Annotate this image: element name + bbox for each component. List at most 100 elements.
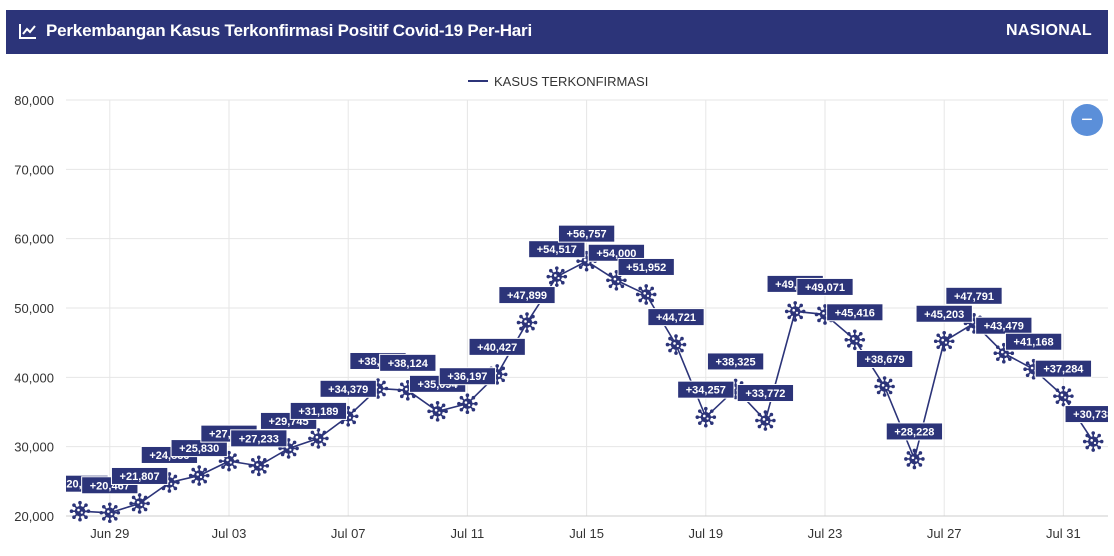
data-label: +41,168	[1004, 332, 1063, 351]
x-tick-label: Jul 23	[808, 526, 843, 541]
data-label: +49,071	[796, 277, 854, 296]
svg-text:+21,807: +21,807	[120, 471, 160, 483]
series-group: +20,694+20,467+21,807+24,836+25,830+27,9…	[66, 224, 1113, 524]
data-label: +38,124	[379, 353, 437, 372]
x-tick-label: Jul 31	[1046, 526, 1081, 541]
svg-text:+40,427: +40,427	[477, 342, 517, 354]
virus-icon	[99, 502, 121, 524]
x-tick-label: Jul 19	[688, 526, 723, 541]
svg-text:+38,124: +38,124	[388, 358, 429, 370]
virus-icon	[665, 334, 687, 355]
virus-icon	[516, 312, 538, 333]
svg-text:+36,197: +36,197	[447, 371, 487, 383]
svg-text:+56,757: +56,757	[567, 229, 607, 241]
line-chart-icon	[19, 24, 36, 39]
svg-text:+54,517: +54,517	[537, 244, 577, 256]
legend-label: KASUS TERKONFIRMASI	[494, 74, 648, 89]
svg-text:+28,228: +28,228	[894, 426, 934, 438]
virus-icon	[427, 401, 448, 422]
data-label: +45,203	[915, 304, 973, 323]
virus-icon	[546, 266, 568, 287]
data-label: +54,517	[528, 240, 586, 259]
virus-icon	[844, 329, 866, 351]
virus-icon	[695, 406, 717, 428]
svg-text:+37,284: +37,284	[1043, 364, 1084, 376]
svg-text:+49,071: +49,071	[805, 282, 845, 294]
x-tick-label: Jul 03	[212, 526, 247, 541]
virus-icon	[188, 465, 210, 486]
svg-text:+30,738: +30,738	[1073, 409, 1113, 421]
virus-icon	[755, 410, 776, 431]
svg-text:+34,379: +34,379	[328, 384, 368, 396]
virus-icon	[69, 500, 91, 522]
y-tick-label: 50,000	[14, 301, 54, 316]
data-label: +43,479	[975, 316, 1033, 335]
data-label: +45,416	[826, 303, 884, 322]
data-label: +56,757	[557, 224, 616, 243]
minus-icon: −	[1081, 109, 1093, 131]
virus-icon	[874, 376, 895, 397]
virus-icon	[1053, 385, 1074, 407]
data-label: +38,679	[855, 349, 914, 368]
virus-icon	[1082, 431, 1104, 452]
x-tick-label: Jul 15	[569, 526, 604, 541]
data-label: +28,228	[885, 422, 944, 441]
y-tick-label: 80,000	[14, 93, 54, 108]
svg-text:+33,772: +33,772	[745, 388, 785, 400]
legend: KASUS TERKONFIRMASI	[468, 74, 648, 89]
virus-icon	[904, 448, 925, 470]
data-label: +34,379	[319, 379, 377, 398]
chart-area: 20,000 30,000 40,000 50,000 60,000 70,000 80,0…	[0, 60, 1114, 551]
data-label: +40,427	[468, 337, 526, 356]
reset-zoom-button[interactable]: −	[1071, 104, 1103, 136]
data-label: +30,738	[1064, 405, 1113, 424]
y-tick-label: 30,000	[14, 440, 54, 455]
scope-label: NASIONAL	[1006, 22, 1092, 39]
data-label: +33,772	[736, 384, 795, 403]
virus-icon	[993, 342, 1015, 364]
data-label: +36,197	[438, 367, 497, 386]
svg-text:+51,952: +51,952	[626, 262, 666, 274]
x-tick-label: Jun 29	[90, 526, 129, 541]
virus-icon	[248, 455, 270, 477]
virus-icon	[635, 284, 657, 305]
data-label: +51,952	[617, 257, 675, 276]
data-label: +34,257	[677, 380, 735, 399]
virus-icon	[308, 428, 329, 449]
svg-text:+47,899: +47,899	[507, 290, 547, 302]
y-tick-label: 40,000	[14, 370, 54, 385]
svg-text:+38,679: +38,679	[865, 354, 905, 366]
svg-text:+34,257: +34,257	[686, 385, 726, 397]
svg-text:+43,479: +43,479	[984, 321, 1024, 333]
y-tick-label: 70,000	[14, 162, 54, 177]
svg-text:+47,791: +47,791	[954, 291, 994, 303]
svg-text:+54,000: +54,000	[596, 248, 636, 260]
virus-icon	[457, 393, 478, 415]
x-tick-label: Jul 11	[451, 526, 485, 541]
data-label: +54,000	[587, 243, 646, 262]
data-label: +44,721	[647, 308, 705, 327]
svg-text:+44,721: +44,721	[656, 312, 696, 324]
virus-icon	[278, 438, 299, 459]
chart-header: Perkembangan Kasus Terkonfirmasi Positif…	[6, 10, 1108, 54]
y-tick-label: 60,000	[14, 232, 54, 247]
svg-text:+41,168: +41,168	[1014, 337, 1054, 349]
svg-text:+25,830: +25,830	[179, 443, 219, 455]
x-tick-label: Jul 27	[927, 526, 962, 541]
svg-text:+45,203: +45,203	[924, 309, 964, 321]
svg-text:+38,325: +38,325	[716, 356, 756, 368]
data-label: +47,899	[498, 286, 556, 305]
line-chart: 20,000 30,000 40,000 50,000 60,000 70,000 80,0…	[14, 74, 1113, 541]
data-label: +25,830	[170, 439, 228, 458]
chart-title: Perkembangan Kasus Terkonfirmasi Positif…	[46, 21, 532, 40]
data-label: +21,807	[110, 466, 169, 485]
svg-text:+27,233: +27,233	[239, 433, 279, 445]
data-label: +31,189	[289, 401, 348, 420]
x-tick-label: Jul 07	[331, 526, 366, 541]
data-label: +38,325	[706, 352, 765, 371]
data-label: +47,791	[945, 286, 1003, 305]
svg-text:+31,189: +31,189	[298, 406, 338, 418]
virus-icon	[129, 493, 150, 514]
data-label: +37,284	[1034, 359, 1093, 378]
data-label: +27,233	[230, 429, 288, 448]
